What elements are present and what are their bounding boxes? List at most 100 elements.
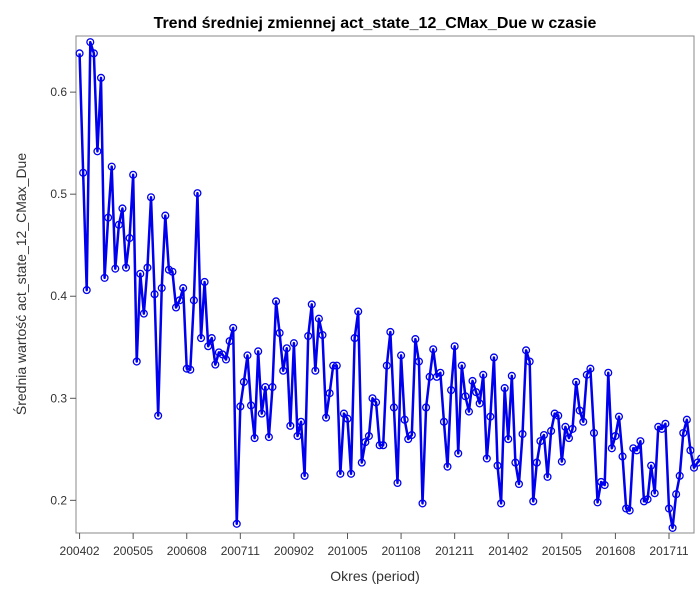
data-point bbox=[193, 189, 202, 198]
data-point bbox=[361, 438, 370, 447]
x-tick-label: 201108 bbox=[381, 544, 420, 558]
data-point bbox=[225, 337, 234, 346]
data-point bbox=[268, 383, 277, 392]
data-point bbox=[318, 330, 327, 340]
data-point bbox=[86, 38, 95, 47]
data-point bbox=[514, 479, 524, 489]
data-point bbox=[93, 147, 102, 156]
data-point bbox=[389, 403, 398, 412]
data-point bbox=[89, 49, 98, 58]
data-point bbox=[275, 328, 284, 338]
data-point bbox=[464, 407, 474, 416]
data-point bbox=[443, 462, 452, 471]
data-point bbox=[647, 461, 656, 470]
data-point bbox=[486, 412, 495, 421]
data-point bbox=[382, 361, 391, 370]
data-point bbox=[129, 170, 138, 179]
data-point bbox=[314, 314, 323, 323]
x-tick-label: 200505 bbox=[113, 544, 153, 558]
data-point bbox=[189, 296, 198, 305]
plot-frame bbox=[75, 35, 695, 534]
data-point bbox=[436, 368, 445, 377]
data-point bbox=[182, 364, 191, 373]
x-tick-label: 200402 bbox=[60, 544, 100, 558]
data-point bbox=[536, 437, 545, 446]
data-point bbox=[211, 360, 220, 369]
data-point bbox=[682, 415, 691, 424]
data-point bbox=[611, 431, 620, 441]
data-point bbox=[332, 361, 341, 370]
data-point bbox=[554, 411, 563, 420]
data-point bbox=[354, 307, 363, 316]
data-point bbox=[672, 490, 681, 499]
data-point bbox=[393, 478, 402, 488]
data-point bbox=[322, 413, 331, 422]
data-point bbox=[489, 353, 499, 362]
data-point bbox=[468, 376, 477, 385]
data-point bbox=[557, 457, 566, 466]
data-point bbox=[257, 409, 266, 418]
data-point bbox=[132, 357, 141, 366]
data-point bbox=[457, 361, 466, 370]
data-point bbox=[236, 402, 245, 411]
data-point bbox=[686, 446, 695, 455]
data-point bbox=[507, 371, 516, 380]
data-point bbox=[493, 461, 502, 470]
data-point bbox=[82, 286, 91, 295]
data-point bbox=[447, 386, 456, 395]
data-point bbox=[289, 339, 298, 348]
data-point bbox=[372, 398, 381, 407]
y-tick-label: 0.5 bbox=[50, 187, 67, 201]
x-tick-label: 201711 bbox=[649, 544, 688, 558]
x-tick-label: 201211 bbox=[435, 544, 474, 558]
data-point bbox=[429, 345, 438, 354]
data-point bbox=[482, 454, 491, 463]
data-point bbox=[279, 366, 288, 375]
x-axis: 200402 200505 200608 200711 200902 201005 2011… bbox=[60, 533, 689, 558]
data-point bbox=[579, 417, 588, 426]
data-point bbox=[104, 213, 113, 222]
data-point bbox=[307, 300, 316, 309]
data-point bbox=[561, 422, 570, 431]
data-point bbox=[154, 411, 163, 420]
data-point bbox=[500, 384, 509, 393]
x-tick-label: 200608 bbox=[167, 544, 207, 558]
data-point bbox=[632, 446, 641, 455]
y-axis-label: Średnia wartość act_state_12_CMax_Due bbox=[12, 153, 29, 415]
y-tick-label: 0.6 bbox=[50, 85, 67, 99]
data-point bbox=[347, 469, 356, 478]
data-point bbox=[511, 458, 520, 467]
data-point bbox=[304, 331, 313, 341]
data-point bbox=[614, 412, 624, 421]
data-point bbox=[243, 351, 252, 360]
data-point bbox=[79, 168, 88, 177]
x-tick-label: 201402 bbox=[488, 544, 528, 558]
data-point bbox=[589, 428, 599, 438]
data-point bbox=[522, 346, 531, 355]
data-point bbox=[664, 504, 674, 513]
data-point bbox=[168, 267, 177, 276]
data-point bbox=[96, 73, 106, 82]
data-point bbox=[475, 399, 484, 408]
data-point bbox=[543, 472, 552, 481]
data-point bbox=[418, 499, 427, 508]
plot-area bbox=[75, 38, 700, 532]
data-point bbox=[472, 388, 481, 397]
data-point bbox=[111, 264, 120, 273]
data-point bbox=[329, 361, 338, 370]
data-point bbox=[600, 480, 609, 490]
y-tick-label: 0.2 bbox=[50, 493, 67, 507]
series-line bbox=[78, 40, 700, 530]
data-point bbox=[650, 489, 659, 498]
data-point bbox=[604, 368, 613, 377]
data-point bbox=[675, 471, 684, 480]
data-point bbox=[379, 441, 388, 450]
data-point bbox=[375, 441, 384, 450]
data-point bbox=[264, 433, 273, 442]
data-point bbox=[661, 419, 670, 428]
data-point bbox=[325, 389, 334, 398]
data-point bbox=[125, 234, 134, 243]
data-point bbox=[239, 377, 248, 387]
data-point bbox=[350, 334, 359, 343]
